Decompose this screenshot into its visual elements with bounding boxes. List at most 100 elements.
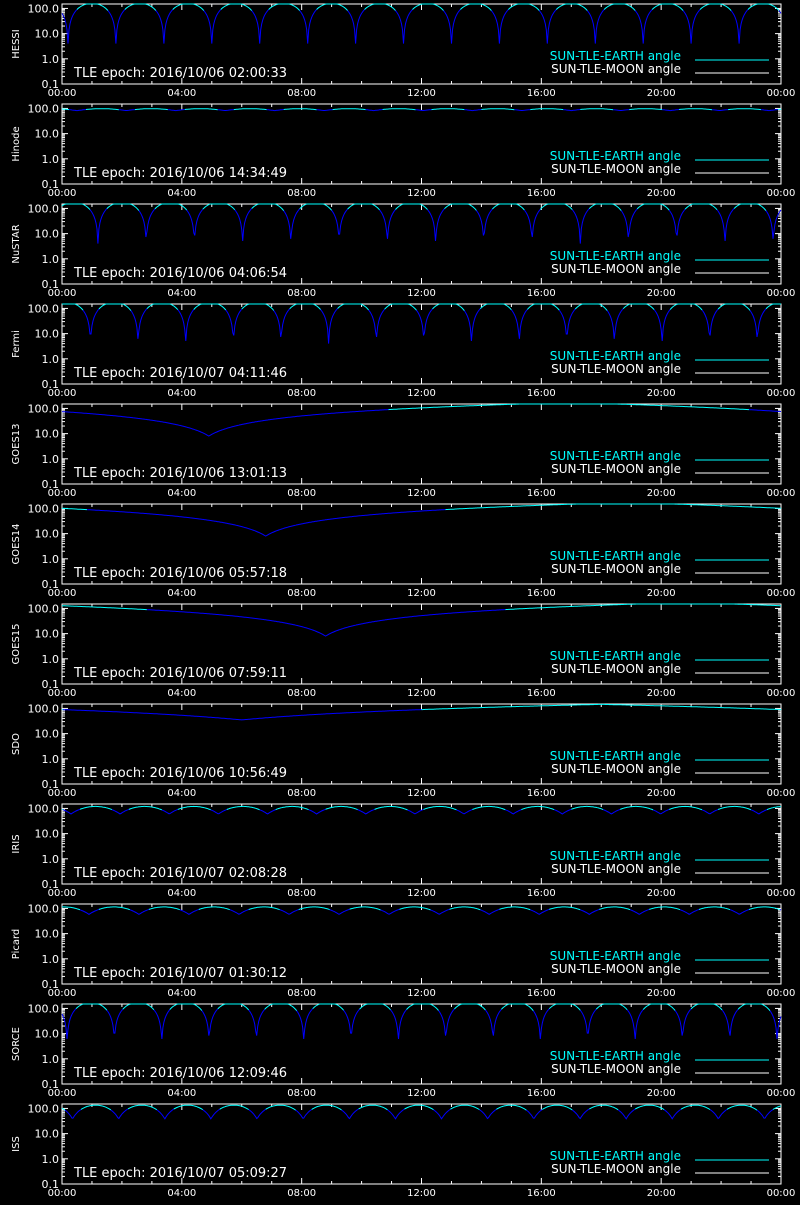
y-tick-label: 10.0 [35,728,60,741]
x-tick-label: 08:00 [287,888,316,899]
y-tick-label: 1.0 [42,1153,60,1166]
earth-angle-shadow-series [710,1109,727,1118]
x-tick-label: 20:00 [647,1188,676,1199]
earth-angle-shadow-series [635,10,652,44]
earth-angle-series [637,204,669,210]
x-tick-label: 00:00 [48,188,77,199]
tle-epoch-annotation: TLE epoch: 2016/10/06 10:56:49 [73,766,287,781]
y-tick-label: 10.0 [35,328,60,341]
earth-angle-shadow-series [63,809,80,814]
earth-angle-shadow-series [280,910,299,915]
earth-angle-shadow-series [572,1109,589,1119]
x-tick-label: 08:00 [287,188,316,199]
earth-angle-series [480,304,511,310]
earth-angle-shadow-series [680,910,699,915]
earth-angle-shadow-series [260,810,276,814]
x-tick-label: 20:00 [647,288,676,299]
earth-angle-shadow-series [230,910,249,915]
earth-angle-series [433,304,465,311]
earth-angle-series [348,204,380,210]
panel-ylabel: NuSTAR [11,224,22,263]
earth-angle-shadow-series [514,110,530,111]
y-tick-label: 100.0 [28,202,60,215]
earth-angle-series [365,4,396,11]
earth-angle-series [123,1004,154,1010]
earth-angle-series [234,109,267,110]
earth-angle-series [505,604,781,610]
y-tick-label: 100.0 [28,502,60,515]
legend-moon-label: SUN-TLE-MOON angle [551,1162,681,1176]
earth-angle-series [635,1105,664,1110]
earth-angle-series [266,1105,296,1110]
earth-angle-series [549,907,580,910]
x-tick-label: 00:00 [48,688,77,699]
x-tick-label: 00:00 [767,88,796,99]
x-tick-label: 00:00 [48,788,77,799]
earth-angle-shadow-series [321,309,338,344]
y-tick-label: 1.0 [42,1053,60,1066]
earth-angle-shadow-series [62,10,77,44]
earth-angle-series [80,806,112,809]
earth-angle-shadow-series [491,10,508,44]
earth-angle-shadow-series [252,10,269,44]
earth-angle-series [620,806,653,810]
earth-angle-series [527,304,559,310]
earth-angle-shadow-series [162,809,178,813]
earth-angle-series [643,1004,675,1011]
x-tick-label: 12:00 [407,388,436,399]
earth-angle-shadow-series [284,209,300,239]
earth-angle-series [203,204,235,210]
earth-angle-series [276,806,309,809]
earth-angle-shadow-series [297,1009,313,1039]
earth-angle-series [313,1004,344,1010]
earth-angle-shadow-series [157,1109,174,1119]
earth-angle-series [359,1105,388,1110]
earth-angle-series [580,109,613,110]
earth-angle-series [242,304,274,311]
x-tick-label: 20:00 [647,1088,676,1099]
x-tick-label: 00:00 [767,688,796,699]
earth-angle-series [383,109,416,110]
earth-angle-shadow-series [607,309,623,339]
earth-angle-series [199,907,230,910]
earth-angle-series [326,806,358,809]
y-tick-label: 1.0 [42,653,60,666]
panel-ylabel: SDO [11,733,22,755]
x-tick-label: 16:00 [527,388,556,399]
y-tick-label: 1.0 [42,253,60,266]
earth-angle-series [174,1105,203,1110]
earth-angle-shadow-series [80,909,99,914]
earth-angle-shadow-series [369,309,385,337]
earth-angle-shadow-series [65,1110,81,1119]
earth-angle-shadow-series [139,209,155,237]
x-tick-label: 00:00 [767,488,796,499]
earth-angle-shadow-series [408,809,424,813]
earth-angle-series [62,304,83,310]
x-tick-label: 00:00 [767,288,796,299]
x-tick-label: 00:00 [767,788,796,799]
earth-angle-shadow-series [464,309,480,341]
earth-angle-series [649,907,680,910]
y-tick-label: 10.0 [35,28,60,41]
earth-angle-shadow-series [751,810,767,814]
earth-angle-series [521,806,554,809]
earth-angle-series [413,4,444,11]
x-tick-label: 08:00 [287,1088,316,1099]
earth-angle-series [432,109,465,110]
earth-angle-series [571,806,603,809]
earth-angle-series [575,304,607,311]
x-tick-label: 04:00 [167,88,196,99]
earth-angle-series [540,204,572,210]
earth-angle-series [252,204,284,211]
earth-angle-series [194,304,226,310]
x-tick-label: 12:00 [407,188,436,199]
x-tick-label: 16:00 [527,288,556,299]
x-tick-label: 08:00 [287,88,316,99]
x-tick-label: 20:00 [647,788,676,799]
earth-angle-series [623,304,654,310]
x-tick-label: 04:00 [167,1188,196,1199]
